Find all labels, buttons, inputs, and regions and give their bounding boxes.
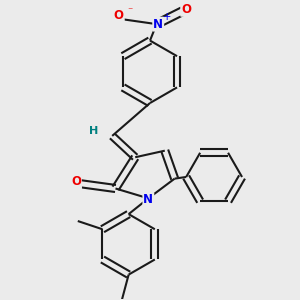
Text: N: N xyxy=(143,194,153,206)
Text: O: O xyxy=(114,9,124,22)
Text: N: N xyxy=(153,18,163,31)
Text: +: + xyxy=(163,12,171,22)
Text: H: H xyxy=(89,126,99,136)
Text: O: O xyxy=(181,3,191,16)
Text: O: O xyxy=(71,176,81,188)
Text: ⁻: ⁻ xyxy=(128,6,133,16)
